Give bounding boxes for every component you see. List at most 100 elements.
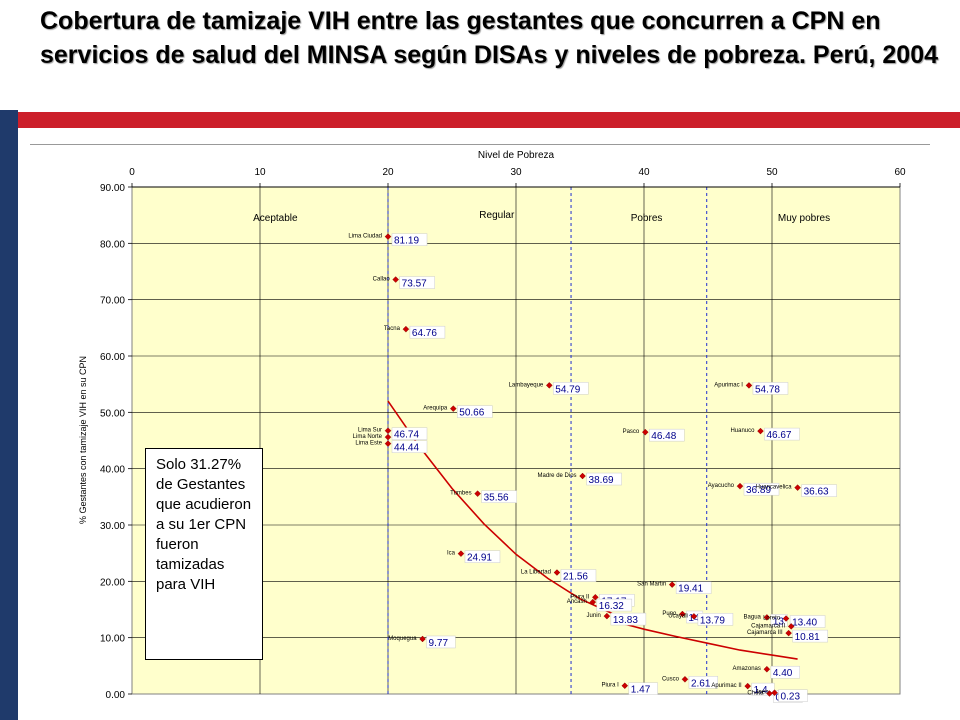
value-label-box bbox=[553, 382, 589, 395]
value-label-box bbox=[752, 382, 789, 395]
point-name: Loreto bbox=[763, 616, 781, 622]
point-marker bbox=[787, 623, 795, 630]
value-label-box bbox=[596, 598, 633, 612]
point-marker bbox=[763, 665, 771, 673]
point-name: Ayacucho bbox=[708, 483, 735, 489]
point-marker bbox=[553, 569, 561, 576]
point-value-label: 16.32 bbox=[599, 601, 624, 612]
point-value-label: 13.79 bbox=[700, 615, 725, 626]
point-marker bbox=[744, 682, 751, 690]
data-point: San Martin 19.41 bbox=[637, 581, 712, 595]
value-label-box bbox=[391, 233, 428, 246]
point-marker bbox=[589, 598, 597, 606]
category-label: Muy pobres bbox=[778, 213, 830, 224]
category-label: Pobres bbox=[631, 213, 663, 224]
x-tick-label: 30 bbox=[510, 167, 522, 178]
data-point: Jaen 0.23 bbox=[756, 689, 808, 703]
point-name: Ucayali bbox=[668, 613, 688, 619]
point-marker bbox=[771, 689, 778, 696]
y-tick-label: 40.00 bbox=[100, 465, 125, 476]
value-label-box bbox=[457, 405, 493, 418]
point-value-label: 21.56 bbox=[563, 572, 588, 583]
y-tick-label: 70.00 bbox=[100, 296, 125, 307]
point-value-label: 9.77 bbox=[429, 638, 449, 649]
point-name: Lima Norte bbox=[353, 434, 383, 440]
point-name: Apurimac I bbox=[714, 382, 743, 388]
point-name: Huancavelica bbox=[756, 485, 793, 491]
data-point: Bagua 13 bbox=[744, 614, 788, 627]
data-point: Ayacucho 36.89 bbox=[708, 482, 780, 496]
data-point: Cajamarca II bbox=[751, 623, 795, 630]
point-value-label: 36.63 bbox=[804, 487, 829, 498]
point-marker bbox=[579, 472, 586, 480]
point-marker bbox=[736, 482, 744, 490]
point-name: Tacna bbox=[384, 326, 401, 332]
y-axis-label: % Gestantes con tamizaje VIH en su CPN bbox=[78, 356, 88, 524]
point-marker bbox=[621, 682, 629, 690]
y-tick-label: 30.00 bbox=[100, 521, 125, 532]
point-marker bbox=[384, 233, 392, 240]
point-marker bbox=[384, 427, 392, 434]
data-point: Junin 13.83 bbox=[587, 612, 647, 626]
data-point: Tacna 64.76 bbox=[384, 325, 446, 339]
point-name: San Martin bbox=[637, 582, 666, 588]
point-value-label: 46.48 bbox=[651, 431, 676, 442]
point-marker bbox=[392, 276, 399, 283]
point-name: Puno bbox=[662, 611, 677, 617]
y-tick-label: 80.00 bbox=[100, 239, 125, 250]
y-tick-label: 90.00 bbox=[100, 183, 125, 194]
point-value-label: 46.67 bbox=[766, 430, 791, 441]
x-tick-label: 60 bbox=[894, 167, 906, 178]
value-label-box bbox=[743, 482, 780, 496]
data-point: Apurimac I 54.78 bbox=[714, 382, 789, 395]
point-name: Lima Sur bbox=[358, 428, 382, 434]
callout-note: Solo 31.27% de Gestantes que acudieron a… bbox=[145, 448, 263, 660]
point-value-label: 36.89 bbox=[746, 485, 771, 496]
point-value-label: 1.47 bbox=[631, 685, 651, 696]
point-marker bbox=[681, 676, 689, 683]
data-point: Cajamarca III 10.81 bbox=[747, 629, 828, 643]
value-label-box bbox=[628, 682, 658, 695]
point-name: La Libertad bbox=[521, 570, 551, 576]
value-label-box bbox=[481, 490, 517, 503]
title-underline-bar bbox=[18, 112, 960, 128]
data-point: Moquegua 9.77 bbox=[388, 635, 456, 649]
trend-line bbox=[387, 400, 613, 615]
data-point: Arequipa 50.66 bbox=[423, 405, 493, 419]
category-label: Regular bbox=[479, 210, 515, 221]
point-name: Chota bbox=[747, 690, 764, 696]
point-name: Callao bbox=[373, 277, 391, 283]
point-value-label: 35.56 bbox=[484, 493, 509, 504]
point-marker bbox=[592, 593, 599, 601]
point-marker bbox=[402, 325, 410, 333]
value-label-box bbox=[801, 484, 837, 497]
data-points: Lima Ciudad 81.19 Callao 73.57 Tacna 64.76 Lam… bbox=[348, 233, 837, 703]
point-marker bbox=[419, 635, 426, 643]
data-point: Ucayali 13.79 bbox=[668, 613, 734, 626]
point-value-label: 64.76 bbox=[412, 328, 437, 339]
y-tick-label: 10.00 bbox=[100, 634, 125, 645]
data-point: Lima Este 44.44 bbox=[355, 440, 428, 454]
point-value-label: 81.19 bbox=[394, 236, 419, 247]
value-label-box bbox=[399, 276, 435, 289]
value-label-box bbox=[391, 440, 428, 453]
x-tick-label: 0 bbox=[129, 167, 135, 178]
point-marker bbox=[474, 490, 481, 497]
point-value-label: 1.4 bbox=[754, 685, 768, 696]
category-label: Aceptable bbox=[253, 213, 298, 224]
point-marker bbox=[794, 484, 801, 491]
x-axis-label: Nivel de Pobreza bbox=[478, 150, 555, 161]
point-name: Lima Ciudad bbox=[348, 234, 382, 240]
value-label-box bbox=[697, 613, 734, 626]
point-marker bbox=[690, 613, 698, 620]
point-value-label: 46.74 bbox=[394, 430, 419, 441]
point-marker bbox=[782, 615, 790, 622]
divider-line bbox=[30, 144, 930, 145]
value-label-box bbox=[610, 612, 647, 626]
value-label-box bbox=[675, 581, 712, 594]
point-value-label: 10.81 bbox=[795, 632, 820, 643]
point-value-label: 54.79 bbox=[555, 384, 580, 395]
point-marker bbox=[641, 428, 649, 436]
data-point: Lima Sur 46.74 bbox=[358, 427, 428, 441]
data-point: Tumbes 35.56 bbox=[450, 490, 517, 504]
